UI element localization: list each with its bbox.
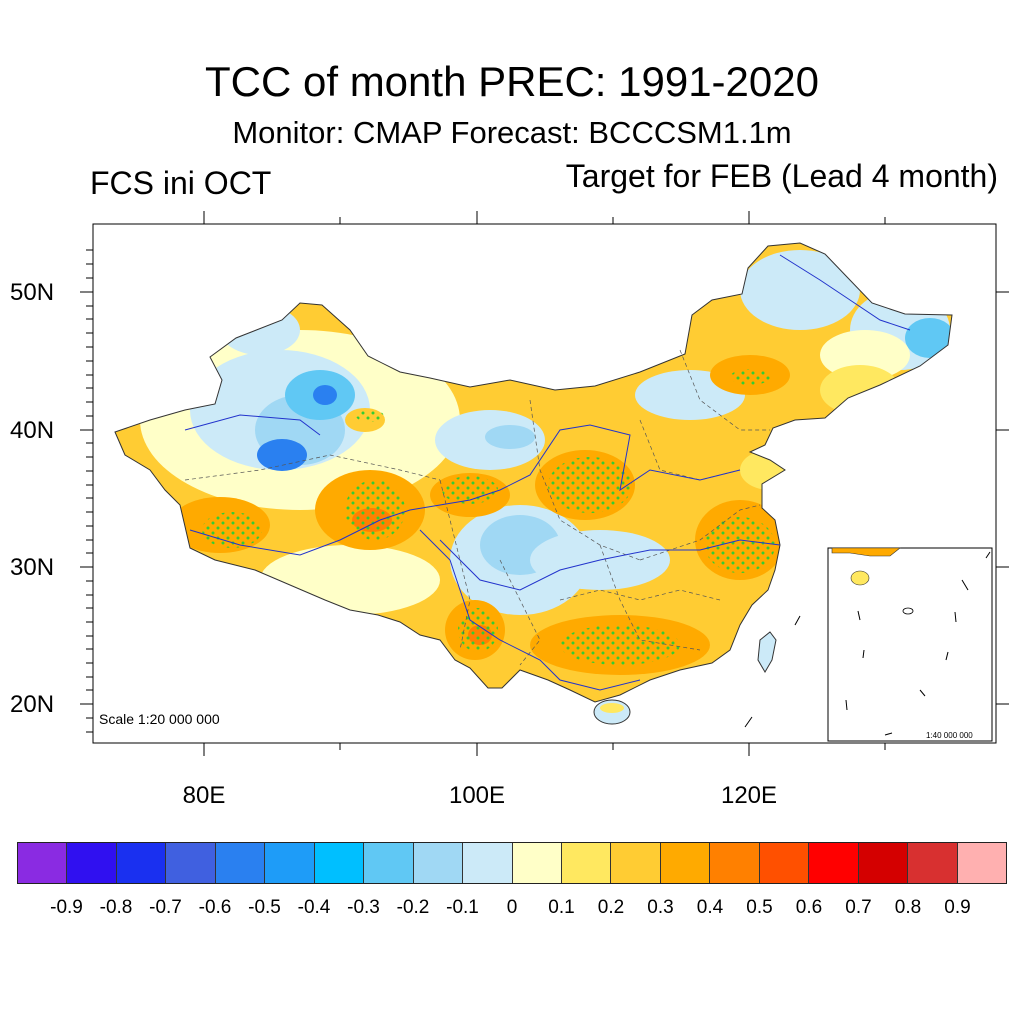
taiwan-island — [757, 631, 777, 673]
lat-label-30n: 30N — [10, 554, 55, 581]
colorbar-tick-label: 0.2 — [597, 897, 625, 918]
colorbar-tick-label: -0.9 — [50, 897, 83, 918]
lon-label-80e: 80E — [182, 782, 226, 809]
colorbar-swatch — [463, 843, 513, 883]
colorbar-tick-label: 0.3 — [647, 897, 674, 918]
colorbar-swatch — [116, 843, 167, 883]
colorbar-swatch — [413, 843, 464, 883]
significance-dots — [202, 369, 775, 665]
colorbar-tick-label: 0.6 — [795, 897, 823, 918]
minor-ticks — [86, 217, 886, 750]
colorbar-swatch — [18, 843, 68, 883]
inset-hainan — [850, 570, 870, 586]
axis-ticks — [80, 211, 1009, 756]
colorbar-swatch — [166, 843, 216, 883]
chart-subtitle: Monitor: CMAP Forecast: BCCCSM1.1m — [232, 115, 792, 150]
colorbar-tick-label: 0.7 — [845, 897, 872, 918]
target-label: Target for FEB (Lead 4 month) — [565, 158, 998, 194]
colorbar-swatch — [265, 843, 315, 883]
colorbar-swatch — [215, 843, 266, 883]
map-scale: Scale 1:20 000 000 — [99, 711, 220, 727]
colorbar-swatch — [67, 843, 117, 883]
rivers — [184, 254, 911, 691]
lon-label-100e: 100E — [448, 782, 506, 809]
colorbar-tick-label: -0.5 — [248, 897, 281, 918]
lat-label-50n: 50N — [10, 279, 55, 306]
colorbar-swatch — [908, 843, 958, 883]
lat-label-20n: 20N — [10, 691, 55, 718]
lon-label-120e: 120E — [720, 782, 778, 809]
lat-label-40n: 40N — [10, 417, 55, 444]
colorbar-tick-label: -0.1 — [446, 897, 479, 918]
colorbar-swatch — [364, 843, 414, 883]
colorbar-tick-label: 0.5 — [746, 897, 773, 918]
china-border — [114, 242, 953, 703]
colorbar-tick-label: -0.3 — [347, 897, 380, 918]
colorbar-swatch — [710, 843, 760, 883]
colorbar-tick-label: 0 — [506, 897, 518, 918]
chart-title: TCC of month PREC: 1991-2020 — [205, 58, 819, 105]
colorbar-tick-label: 0.9 — [944, 897, 971, 918]
colorbar-swatch — [957, 843, 1007, 883]
colorbar-swatch — [314, 843, 365, 883]
colorbar-tick-label: -0.4 — [297, 897, 331, 918]
colorbar-swatch — [759, 843, 810, 883]
colorbar-swatch — [809, 843, 859, 883]
colorbar-tick-label: -0.6 — [198, 897, 232, 918]
init-label: FCS ini OCT — [90, 165, 272, 201]
inset-scale: 1:40 000 000 — [926, 731, 973, 740]
colorbar-tick-label: 0.8 — [894, 897, 922, 918]
colorbar-tick-label: -0.7 — [149, 897, 182, 918]
nine-dash-line — [845, 551, 991, 736]
colorbar-swatch — [858, 843, 909, 883]
colorbar-swatch — [512, 843, 562, 883]
colorbar-tick-label: 0.4 — [696, 897, 724, 918]
colorbar-tick-label: -0.2 — [396, 897, 430, 918]
inset-coast — [831, 547, 901, 557]
colorbar-swatch — [611, 843, 661, 883]
colorbar-tick-label: 0.1 — [548, 897, 575, 918]
colorbar-swatch — [660, 843, 711, 883]
colorbar — [17, 842, 1007, 884]
colorbar-swatch — [561, 843, 612, 883]
colorbar-tick-label: -0.8 — [99, 897, 133, 918]
